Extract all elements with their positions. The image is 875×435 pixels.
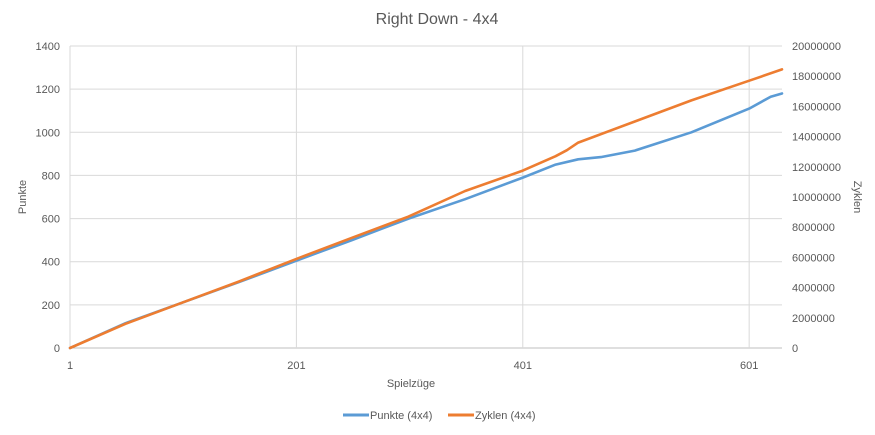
y2-tick-label: 2000000 — [792, 313, 835, 325]
y2-tick-label: 14000000 — [792, 132, 841, 144]
y2-tick-label: 12000000 — [792, 162, 841, 174]
grid — [69, 45, 782, 349]
y2-tick-label: 4000000 — [792, 283, 835, 295]
y2-tick-label: 8000000 — [792, 222, 835, 234]
x-tick-label: 1 — [67, 360, 73, 372]
y2-tick-label: 0 — [792, 343, 798, 355]
y-tick-label: 400 — [42, 257, 60, 269]
legend-label: Zyklen (4x4) — [475, 410, 536, 422]
y2-tick-label: 18000000 — [792, 71, 841, 83]
series-line-1 — [68, 92, 784, 350]
series-line-2 — [68, 68, 784, 350]
y2-tick-label: 6000000 — [792, 252, 835, 264]
y-tick-label: 1000 — [36, 127, 60, 139]
y-axis-label: Punkte — [17, 180, 29, 214]
y2-axis-label: Zyklen — [851, 181, 863, 213]
series-layer — [68, 68, 784, 350]
x-axis-label: Spielzüge — [387, 378, 435, 390]
y-tick-label: 800 — [42, 170, 60, 182]
x-tick-label: 601 — [740, 360, 758, 372]
y-tick-label: 0 — [54, 343, 60, 355]
legend-label: Punkte (4x4) — [370, 410, 432, 422]
y2-tick-label: 20000000 — [792, 41, 841, 53]
y-tick-label: 1400 — [36, 41, 60, 53]
tick-labels: 0 200 400 600 800 1000 1200 1400 1 201 401 601 0 2000… — [36, 41, 841, 372]
y-tick-label: 600 — [42, 214, 60, 226]
y-tick-label: 200 — [42, 300, 60, 312]
y2-tick-label: 16000000 — [792, 101, 841, 113]
x-tick-label: 401 — [514, 360, 532, 372]
legend: Punkte (4x4) Zyklen (4x4) — [343, 410, 536, 422]
y-tick-label: 1200 — [36, 84, 60, 96]
chart-title: Right Down - 4x4 — [376, 11, 499, 28]
y2-tick-label: 10000000 — [792, 192, 841, 204]
x-tick-label: 201 — [287, 360, 305, 372]
